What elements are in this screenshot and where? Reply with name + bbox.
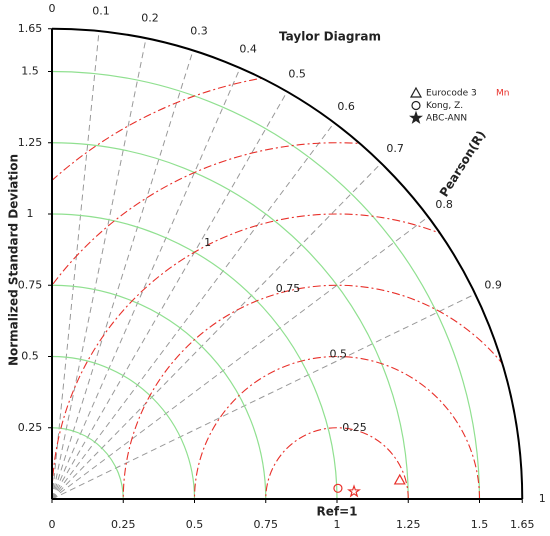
corr-line — [51, 31, 100, 500]
rmsd-arc — [122, 284, 523, 499]
corr-line — [51, 67, 241, 500]
corr-line — [51, 162, 382, 500]
rmsd-label: 1 — [204, 236, 211, 249]
y-tick-label: 1.65 — [18, 22, 43, 35]
corr-tick-label: 0.2 — [141, 12, 159, 25]
rmsd-arc — [52, 213, 523, 499]
rmsd-arc — [265, 427, 409, 499]
y-tick-label: 1 — [27, 207, 34, 220]
corr-tick-label: 0.4 — [239, 43, 257, 56]
x-tick-label: 1.5 — [471, 518, 489, 531]
rmsd-arc — [193, 355, 481, 499]
corr-tick-label: 0 — [49, 2, 56, 15]
outer-arc — [51, 27, 524, 500]
corr-axis-label: Pearson(R) — [437, 128, 489, 199]
corr-line — [51, 50, 194, 500]
std-arc — [51, 355, 196, 500]
marker — [409, 86, 423, 98]
corr-tick-label: 0.9 — [484, 278, 502, 291]
corr-line — [51, 122, 335, 500]
corr-line — [51, 91, 288, 500]
std-arc — [51, 213, 338, 500]
rmsd-label: 0.5 — [329, 348, 347, 361]
rmsd-label: 0.25 — [342, 421, 367, 434]
marker — [347, 484, 361, 498]
legend-note: Mn — [496, 89, 509, 99]
legend-label: Eurocode 3 — [426, 89, 477, 99]
rmsd-label: 0.75 — [276, 282, 301, 295]
marker — [333, 483, 343, 493]
y-tick-label: 1.5 — [21, 65, 39, 78]
corr-tick-label: 0.6 — [337, 100, 355, 113]
x-tick-label: 0 — [49, 518, 56, 531]
std-arc — [51, 284, 267, 500]
std-arc — [51, 427, 124, 500]
legend-label: ABC-ANN — [426, 114, 467, 124]
marker — [411, 100, 421, 111]
corr-tick-label: 0.3 — [190, 24, 208, 37]
y-tick-label: 1.25 — [18, 136, 43, 149]
y-tick-label: 0.25 — [18, 421, 43, 434]
corr-line — [51, 216, 429, 500]
marker — [393, 473, 406, 485]
chart-title: Taylor Diagram — [279, 30, 381, 44]
x-tick-label: 0.25 — [111, 518, 136, 531]
y-tick-label: 0.75 — [18, 278, 43, 291]
corr-tick-label: 0.1 — [92, 4, 110, 17]
y-axis-label: Normalized Standard Deviation — [7, 154, 21, 366]
rmsd-group — [52, 70, 523, 499]
corr-line — [51, 38, 147, 500]
legend-label: Kong, Z. — [426, 101, 463, 111]
x-tick-label: 1.25 — [396, 518, 421, 531]
corr-tick-label: 0.8 — [435, 198, 453, 211]
x-tick-label: 1.65 — [510, 518, 535, 531]
y-tick-label: 0.5 — [21, 350, 39, 363]
ref-label: Ref=1 — [316, 505, 357, 519]
corr-line — [51, 293, 476, 500]
std-arc — [51, 70, 481, 500]
marker — [409, 110, 423, 124]
x-tick-label: 1 — [334, 518, 341, 531]
x-tick-label: 0.75 — [254, 518, 279, 531]
corr-tick-label: 0.5 — [288, 67, 306, 80]
std-arc — [51, 142, 409, 500]
corr-tick-label: 1 — [539, 492, 546, 505]
corr-tick-label: 0.7 — [386, 142, 404, 155]
x-tick-label: 0.5 — [186, 518, 204, 531]
